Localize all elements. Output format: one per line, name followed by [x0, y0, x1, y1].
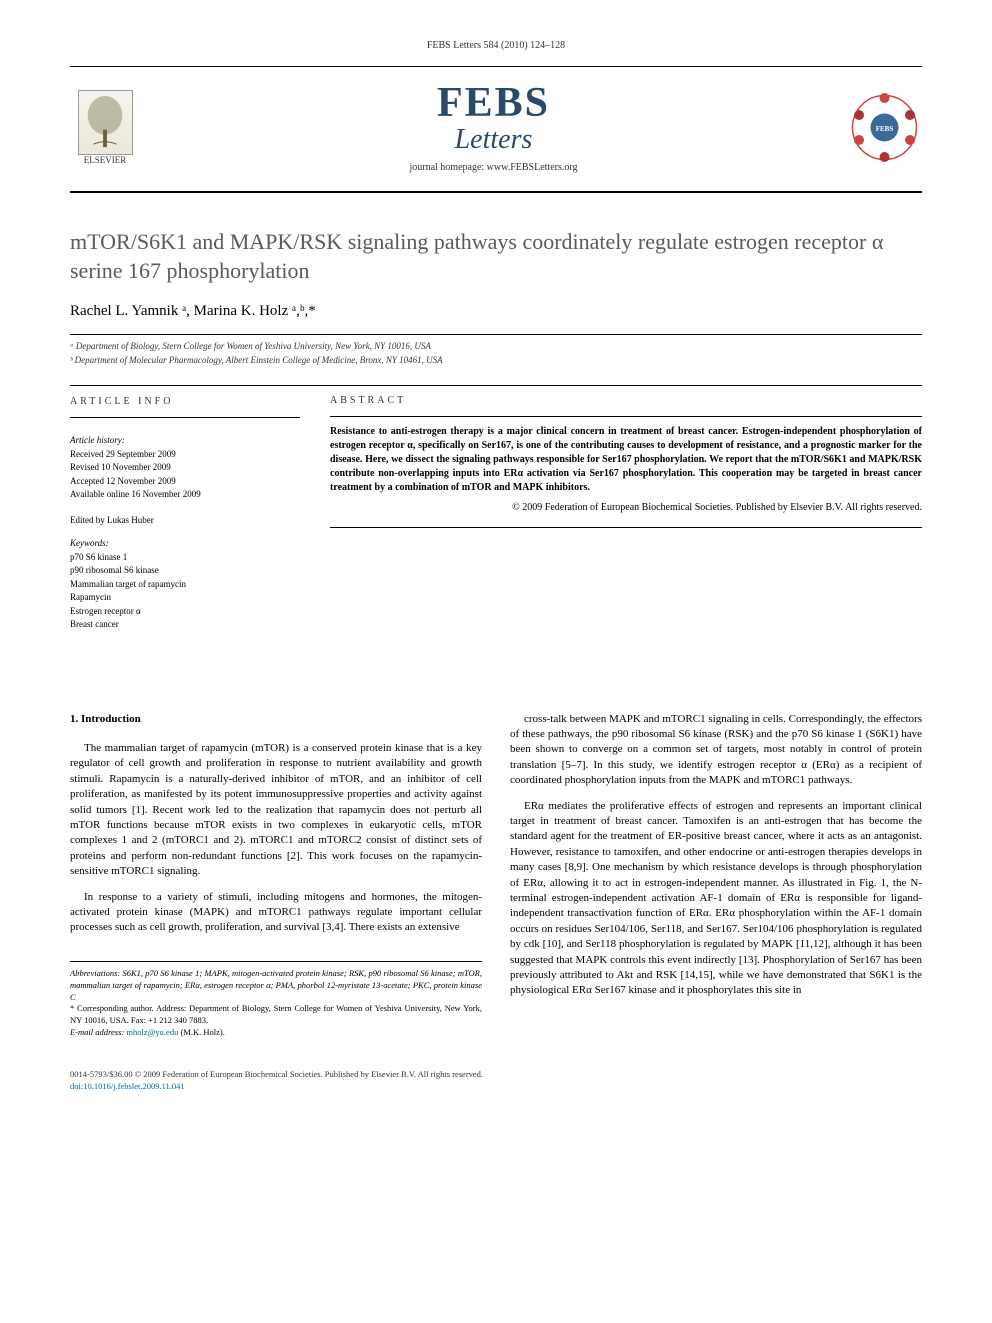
footnotes: Abbreviations: S6K1, p70 S6 kinase 1; MA… [70, 961, 482, 1039]
email-name: (M.K. Holz). [180, 1027, 224, 1037]
abstract-body: Resistance to anti-estrogen therapy is a… [330, 416, 922, 515]
divider [70, 334, 922, 335]
corresponding-author: * Corresponding author. Address: Departm… [70, 1003, 482, 1027]
febs-letters-text: Letters [409, 124, 577, 156]
paragraph: cross-talk between MAPK and mTORC1 signa… [510, 712, 922, 789]
keyword: p90 ribosomal S6 kinase [70, 564, 300, 578]
homepage-label: journal homepage: [409, 162, 486, 173]
email-line: E-mail address: mholz@yu.edu (M.K. Holz)… [70, 1027, 482, 1039]
edited-by: Edited by Lukas Huber [70, 514, 300, 528]
abstract-text: Resistance to anti-estrogen therapy is a… [330, 426, 922, 493]
abstract-heading: ABSTRACT [330, 394, 922, 408]
history-received: Received 29 September 2009 [70, 448, 300, 462]
divider [70, 385, 922, 386]
article-info: ARTICLE INFO Article history: Received 2… [70, 394, 300, 632]
febs-logo-text: FEBS [409, 82, 577, 124]
affiliation-a: ᵃ Department of Biology, Stern College f… [70, 340, 922, 354]
paragraph: In response to a variety of stimuli, inc… [70, 890, 482, 936]
history-accepted: Accepted 12 November 2009 [70, 475, 300, 489]
authors: Rachel L. Yamnik ᵃ, Marina K. Holz ᵃ,ᵇ,* [70, 303, 922, 320]
doi-link[interactable]: doi:10.1016/j.febslet.2009.11.041 [70, 1081, 922, 1093]
keyword: Rapamycin [70, 591, 300, 605]
homepage-url[interactable]: www.FEBSLetters.org [487, 162, 578, 173]
abstract-copyright: © 2009 Federation of European Biochemica… [330, 501, 922, 515]
paragraph: The mammalian target of rapamycin (mTOR)… [70, 741, 482, 880]
abstract: ABSTRACT Resistance to anti-estrogen the… [330, 394, 922, 632]
abbreviations: Abbreviations: S6K1, p70 S6 kinase 1; MA… [70, 968, 482, 1004]
svg-text:FEBS: FEBS [876, 125, 894, 133]
keywords-title: Keywords: [70, 537, 300, 551]
elsevier-text: ELSEVIER [84, 155, 127, 165]
history-revised: Revised 10 November 2009 [70, 461, 300, 475]
footer-copyright: 0014-5793/$36.00 © 2009 Federation of Eu… [70, 1069, 922, 1081]
divider [70, 66, 922, 67]
article-history-block: Article history: Received 29 September 2… [70, 417, 300, 527]
elsevier-logo[interactable]: ELSEVIER [70, 85, 140, 170]
affiliation-b: ᵇ Department of Molecular Pharmacology, … [70, 354, 922, 368]
header-citation: FEBS Letters 584 (2010) 124–128 [70, 40, 922, 51]
paragraph: ERα mediates the proliferative effects o… [510, 799, 922, 999]
keyword: Estrogen receptor α [70, 605, 300, 619]
journal-homepage: journal homepage: www.FEBSLetters.org [409, 162, 577, 173]
column-right: cross-talk between MAPK and mTORC1 signa… [510, 712, 922, 1039]
body-columns: 1. Introduction The mammalian target of … [70, 712, 922, 1039]
section-1-heading: 1. Introduction [70, 712, 482, 727]
divider [330, 527, 922, 528]
journal-header: ELSEVIER FEBS Letters journal homepage: … [70, 72, 922, 183]
email-label: E-mail address: [70, 1027, 126, 1037]
keyword: p70 S6 kinase 1 [70, 551, 300, 565]
keyword: Mammalian target of rapamycin [70, 578, 300, 592]
keywords-block: Keywords: p70 S6 kinase 1 p90 ribosomal … [70, 537, 300, 632]
divider-thick [70, 191, 922, 193]
email-link[interactable]: mholz@yu.edu [126, 1027, 178, 1037]
column-left: 1. Introduction The mammalian target of … [70, 712, 482, 1039]
history-online: Available online 16 November 2009 [70, 488, 300, 502]
elsevier-tree-icon [78, 90, 133, 155]
info-abstract-row: ARTICLE INFO Article history: Received 2… [70, 394, 922, 632]
footer: 0014-5793/$36.00 © 2009 Federation of Eu… [70, 1069, 922, 1093]
history-title: Article history: [70, 434, 300, 448]
article-title: mTOR/S6K1 and MAPK/RSK signaling pathway… [70, 228, 922, 285]
keyword: Breast cancer [70, 618, 300, 632]
affiliations: ᵃ Department of Biology, Stern College f… [70, 340, 922, 367]
febs-badge-icon[interactable]: FEBS [847, 90, 922, 165]
journal-title-block: FEBS Letters journal homepage: www.FEBSL… [409, 82, 577, 173]
article-info-heading: ARTICLE INFO [70, 394, 300, 409]
